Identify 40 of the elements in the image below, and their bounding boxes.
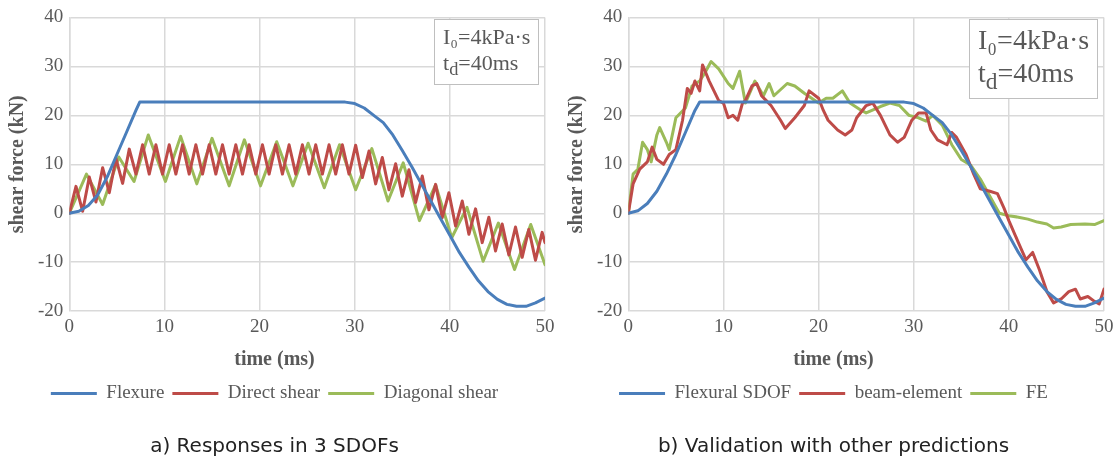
y-tick-label: 40 — [44, 5, 64, 27]
annotation: t$_{d}$=40ms — [978, 56, 1075, 94]
x-tick-label: 50 — [1094, 314, 1114, 336]
x-axis-title: time (ms) — [793, 347, 874, 371]
y-axis-title: shear force (kN) — [564, 95, 588, 234]
x-tick-label: 40 — [440, 314, 460, 336]
x-tick-label: 40 — [999, 314, 1019, 336]
x-axis-title: time (ms) — [234, 347, 315, 371]
x-tick-label: 20 — [250, 314, 270, 336]
y-tick-label: 30 — [603, 54, 623, 76]
x-tick-label: 50 — [535, 314, 555, 336]
y-tick-label: -20 — [38, 299, 64, 321]
y-tick-label: -10 — [597, 250, 623, 272]
annotation: I₀=4kPa·s — [978, 24, 1090, 57]
legend-label: Direct shear — [227, 381, 321, 403]
y-tick-label: 0 — [53, 201, 64, 223]
text: a) Responses in 3 SDOFs — [150, 433, 399, 458]
x-tick-label: 30 — [345, 314, 365, 336]
x-tick-label: 10 — [154, 314, 174, 336]
y-tick-label: -10 — [38, 250, 64, 272]
x-tick-label: 30 — [904, 314, 924, 336]
annotation: t$_{d}$=40ms — [443, 49, 520, 81]
x-tick-label: 20 — [809, 314, 829, 336]
y-tick-label: -20 — [597, 299, 623, 321]
y-tick-label: 0 — [612, 201, 623, 223]
legend-label: Diagonal shear — [383, 381, 499, 403]
legend-label: beam-element — [854, 381, 964, 403]
legend-label: FE — [1025, 381, 1048, 403]
legend-label: Flexure — [106, 381, 165, 403]
y-tick-label: 10 — [603, 152, 623, 174]
legend-label: Flexural SDOF — [674, 381, 792, 403]
x-tick-label: 10 — [713, 314, 733, 336]
annotation: I₀=4kPa·s — [443, 24, 531, 50]
y-axis-title: shear force (kN) — [5, 95, 29, 234]
y-tick-label: 40 — [603, 5, 623, 27]
y-tick-label: 10 — [44, 152, 64, 174]
text: b) Validation with other predictions — [657, 433, 1010, 458]
y-tick-label: 30 — [44, 54, 64, 76]
y-tick-label: 20 — [603, 103, 623, 125]
y-tick-label: 20 — [44, 103, 64, 125]
